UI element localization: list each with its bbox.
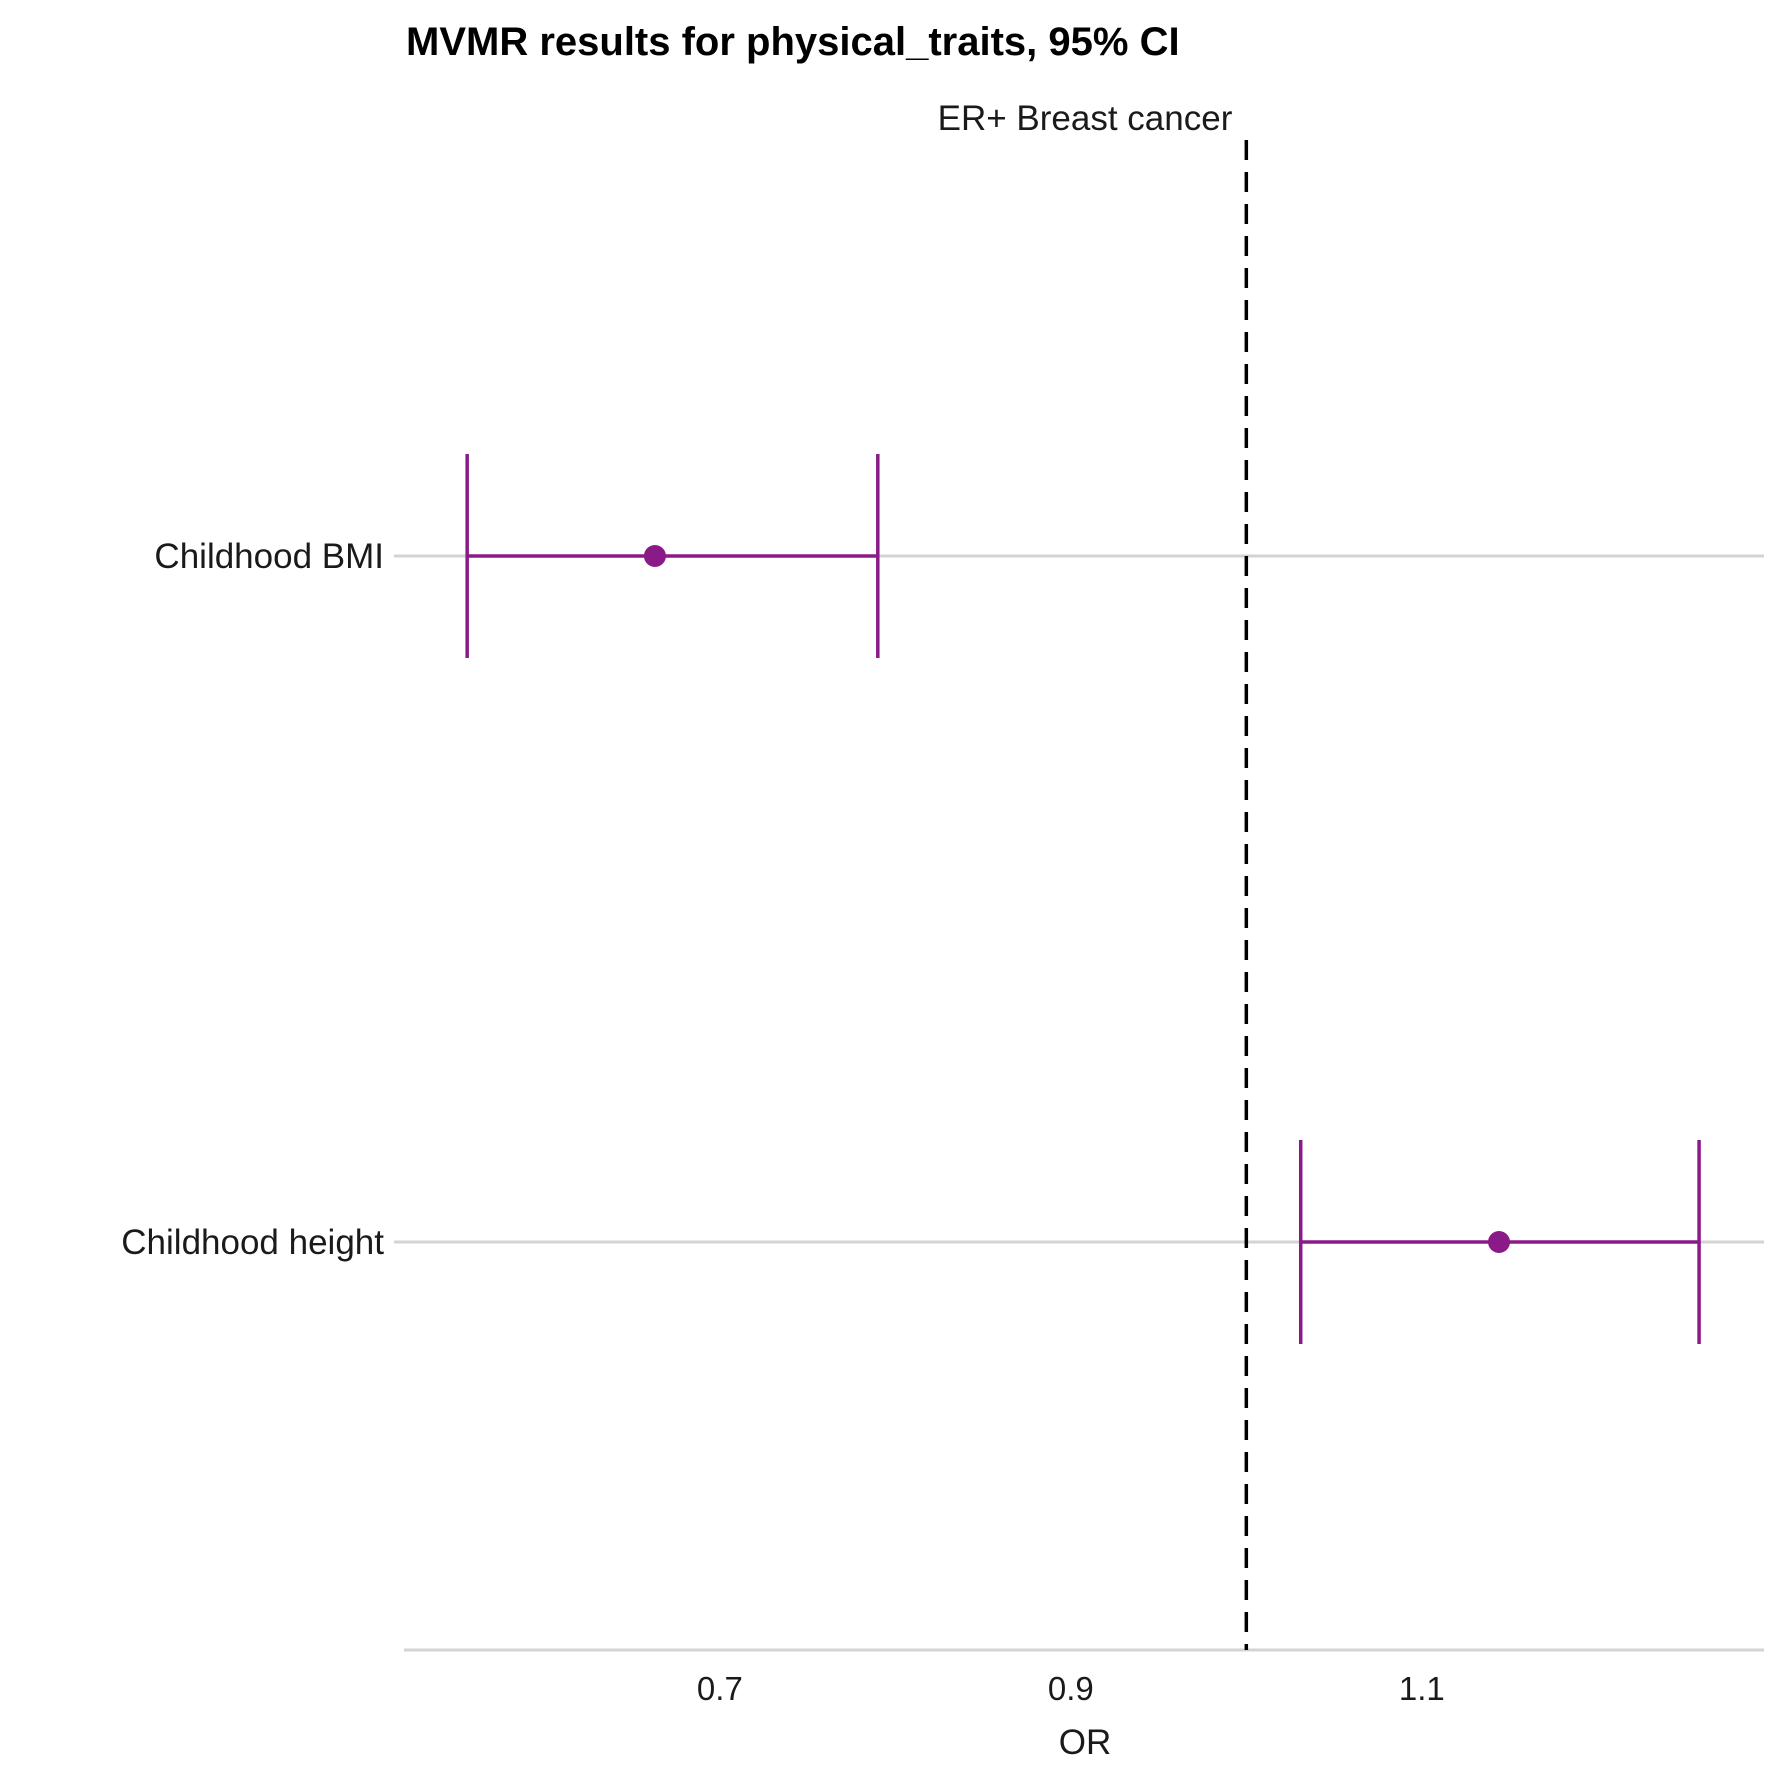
x-axis-title: OR bbox=[1059, 1723, 1112, 1762]
chart-title: MVMR results for physical_traits, 95% CI bbox=[406, 20, 1180, 64]
data-marks bbox=[465, 454, 1701, 1344]
estimate-point bbox=[1488, 1231, 1511, 1253]
y-tick-label: Childhood height bbox=[121, 1223, 384, 1262]
x-tick-label: 0.7 bbox=[697, 1670, 743, 1707]
estimate-point bbox=[643, 545, 666, 567]
x-axis-ticks: 0.7 0.9 1.1 bbox=[697, 1670, 1445, 1707]
gridlines bbox=[394, 554, 1764, 1244]
x-tick-label: 1.1 bbox=[1399, 1670, 1445, 1707]
facet-label: ER+ Breast cancer bbox=[938, 99, 1233, 138]
y-tick-label: Childhood BMI bbox=[154, 537, 384, 576]
y-axis-labels: Childhood BMI Childhood height bbox=[121, 537, 384, 1262]
x-tick-label: 0.9 bbox=[1048, 1670, 1094, 1707]
